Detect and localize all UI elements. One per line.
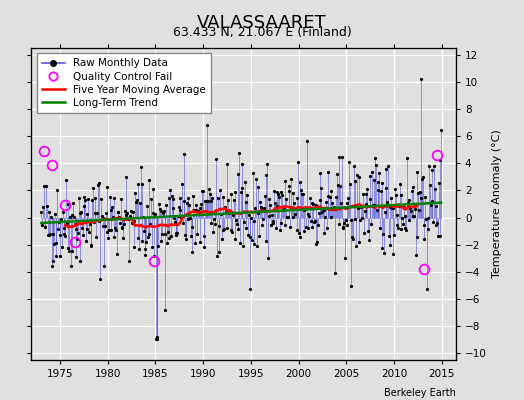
Y-axis label: Temperature Anomaly (°C): Temperature Anomaly (°C): [493, 130, 503, 278]
Text: Berkeley Earth: Berkeley Earth: [384, 388, 456, 398]
Text: VALASSAARET: VALASSAARET: [197, 14, 327, 32]
Legend: Raw Monthly Data, Quality Control Fail, Five Year Moving Average, Long-Term Tren: Raw Monthly Data, Quality Control Fail, …: [37, 53, 211, 113]
Text: 63.433 N, 21.067 E (Finland): 63.433 N, 21.067 E (Finland): [172, 26, 352, 39]
